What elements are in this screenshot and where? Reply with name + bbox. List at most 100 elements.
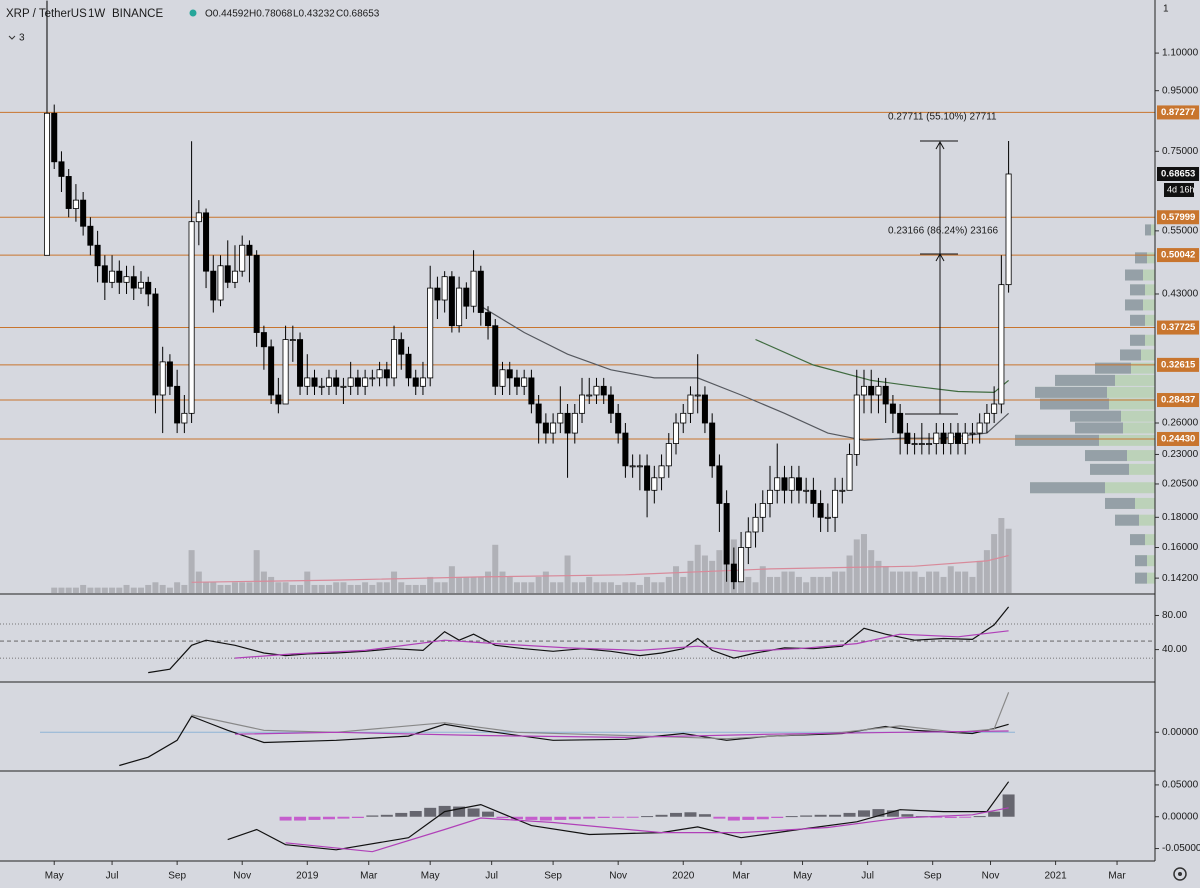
level-label: 0.28437 xyxy=(1161,395,1195,406)
volume-bar xyxy=(109,587,116,593)
candle-body xyxy=(152,293,159,396)
histogram-bar xyxy=(612,816,625,818)
candle-body xyxy=(311,377,318,387)
volume-bar xyxy=(441,582,448,593)
volume-bar xyxy=(788,571,795,593)
histogram-bar xyxy=(525,816,538,820)
candle-body xyxy=(781,477,788,491)
candle-body xyxy=(615,412,622,434)
x-tick-label: Nov xyxy=(233,871,251,882)
candle-body xyxy=(210,270,217,301)
volume-bar xyxy=(998,518,1005,593)
volume-bar xyxy=(203,582,210,593)
y-tick-label: 0.95000 xyxy=(1162,85,1199,96)
level-label: 0.24430 xyxy=(1161,433,1195,444)
volume-bar xyxy=(824,576,831,593)
candle-body xyxy=(224,265,231,283)
histogram-bar xyxy=(742,816,755,820)
volume-bar xyxy=(94,587,101,593)
volume-bar xyxy=(1005,528,1012,593)
volume-bar xyxy=(181,584,188,593)
candle-body xyxy=(593,385,600,396)
candle-body xyxy=(123,276,130,283)
volume-bar xyxy=(629,582,636,593)
volume-bar xyxy=(362,582,369,593)
volume-bar xyxy=(419,584,426,593)
histogram-bar xyxy=(366,815,379,817)
candle-body xyxy=(767,489,774,504)
candle-body xyxy=(723,503,730,565)
candle-body xyxy=(991,403,998,414)
candle-body xyxy=(376,369,383,379)
volume-bar xyxy=(448,566,455,593)
volume-bar xyxy=(282,582,289,593)
level-label: 0.37725 xyxy=(1161,322,1196,333)
volume-bar xyxy=(622,582,629,593)
histogram-bar xyxy=(829,814,842,817)
histogram-bar xyxy=(1002,794,1015,817)
candle-body xyxy=(470,270,477,307)
profile-bar-part xyxy=(1130,334,1145,346)
candle-body xyxy=(853,394,860,455)
level-label-box xyxy=(1157,393,1199,408)
volume-bar xyxy=(904,571,911,593)
volume-bar xyxy=(911,571,918,593)
volume-bar xyxy=(586,576,593,593)
y-tick-label: -0.05000 xyxy=(1162,843,1200,854)
volume-bar xyxy=(882,566,889,593)
volume-bar xyxy=(260,571,267,593)
volume-bar xyxy=(152,582,159,593)
candle-body xyxy=(58,161,65,177)
candle-body xyxy=(260,332,267,348)
volume-bar xyxy=(579,582,586,593)
volume-bar xyxy=(651,582,658,593)
gear[interactable] xyxy=(1173,867,1187,881)
candle-body xyxy=(730,563,737,583)
settings-icon[interactable] xyxy=(1173,867,1187,881)
candle-body xyxy=(239,244,246,272)
volume-bar xyxy=(188,550,195,593)
candle-body xyxy=(477,270,484,313)
level-label: 0.57999 xyxy=(1161,212,1195,223)
x-tick-label: Jul xyxy=(861,871,874,882)
candle-body xyxy=(109,270,116,283)
x-tick-label: 2019 xyxy=(296,871,319,882)
candle-body xyxy=(492,325,499,387)
x-tick-label: May xyxy=(45,871,64,882)
level-label-box xyxy=(1157,248,1199,263)
candle-body xyxy=(868,385,875,396)
candle-body xyxy=(817,503,824,518)
volume-bar xyxy=(477,576,484,593)
indicator-count[interactable]: 3 xyxy=(19,33,25,44)
histogram-bar xyxy=(857,810,870,817)
profile-bar-part xyxy=(1090,463,1129,475)
x-tick-label: May xyxy=(421,871,440,882)
candle-body xyxy=(940,432,947,444)
candle-body xyxy=(456,287,463,327)
volume-bar xyxy=(253,550,260,593)
profile-bar-part xyxy=(1125,299,1143,311)
volume-bar xyxy=(304,571,311,593)
indicator-line xyxy=(285,807,1009,853)
volume-bar xyxy=(333,582,340,593)
collapse-chevron[interactable] xyxy=(8,35,16,40)
volume-bar xyxy=(774,576,781,593)
volume-bar xyxy=(557,582,564,593)
volume-bar xyxy=(687,560,694,593)
measure-tool xyxy=(905,140,958,415)
candle-body xyxy=(918,443,925,445)
candle-body xyxy=(889,403,896,414)
x-tick-label: Sep xyxy=(924,871,942,882)
volume-bar xyxy=(716,550,723,593)
volume-bar xyxy=(210,582,217,593)
histogram-bar xyxy=(655,814,668,817)
interval[interactable]: 1W xyxy=(88,8,105,20)
candle-body xyxy=(586,394,593,397)
histogram-bar xyxy=(800,815,813,817)
symbol[interactable]: XRP / TetherUS xyxy=(6,8,87,20)
status-dot xyxy=(189,9,197,17)
candle-body xyxy=(333,377,340,387)
volume-bar xyxy=(983,550,990,593)
